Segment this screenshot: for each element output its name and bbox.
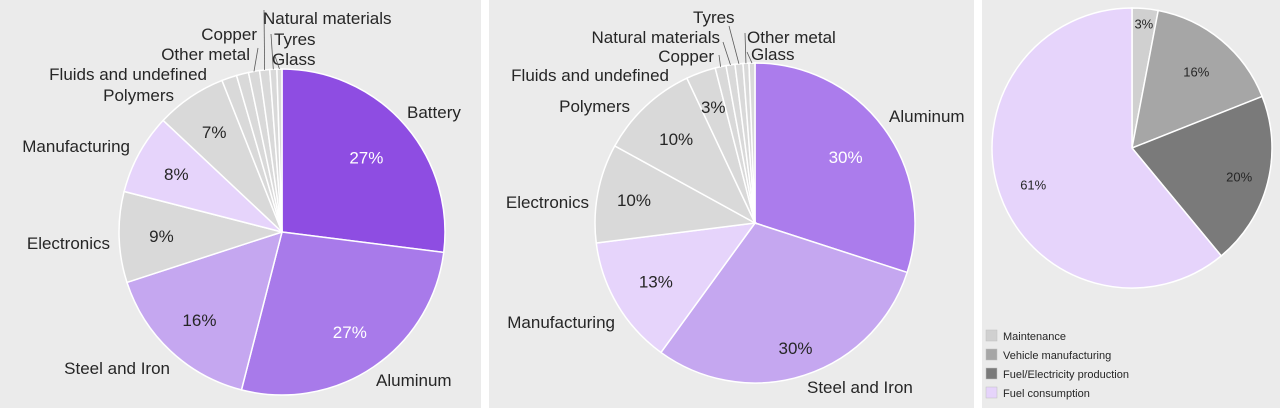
legend-swatch-fuel-electricity-production <box>985 367 998 380</box>
category-label-tyres: Tyres <box>693 8 735 27</box>
data-label-aluminum: 27% <box>333 323 367 342</box>
leader-line-natural-materials <box>263 9 266 70</box>
leader-line-copper <box>253 47 259 72</box>
data-label-vehicle-manufacturing: 16% <box>1183 64 1209 79</box>
category-label-copper: Copper <box>658 47 714 66</box>
leader-line-tyres <box>270 33 274 70</box>
data-label-fluids-and-undefined: 3% <box>701 98 726 117</box>
pie-slice-electronics <box>118 190 285 284</box>
leader-line-glass <box>746 51 753 64</box>
data-label-maintenance: 3% <box>1134 17 1153 32</box>
pie-slice-fuel-electricity-production <box>1130 95 1273 257</box>
category-label-other-metal: Other metal <box>161 45 250 64</box>
category-label-natural-materials: Natural materials <box>263 9 392 28</box>
pie-chart-2: 30% Aluminum 30% Steel and Iron 13% Manufactu… <box>506 8 965 397</box>
legend-entry-vehicle-manufacturing: Vehicle manufacturing <box>1003 350 1111 362</box>
category-label-tyres: Tyres <box>274 30 316 49</box>
category-label-electronics: Electronics <box>27 234 110 253</box>
category-label-polymers: Polymers <box>103 86 174 105</box>
data-label-polymers: 7% <box>202 123 227 142</box>
pie-panel-1: 27% Battery 27% Aluminum 16% Steel and Iron 9%… <box>0 0 481 408</box>
category-label-manufacturing: Manufacturing <box>22 137 130 156</box>
pie-slice-manufacturing <box>595 222 757 354</box>
slices <box>118 68 446 396</box>
data-label-steel-and-iron: 30% <box>779 339 813 358</box>
category-label-fluids-and-undefined: Fluids and undefined <box>511 66 669 85</box>
legend-swatch-maintenance <box>985 329 998 342</box>
leader-line-tyres <box>728 25 740 64</box>
pie-chart-1: 27% Battery 27% Aluminum 16% Steel and Iron 9%… <box>22 9 461 396</box>
labels: 30% Aluminum 30% Steel and Iron 13% Manufactu… <box>506 8 965 397</box>
category-label-aluminum: Aluminum <box>376 371 452 390</box>
pie-slice-vehicle-manufacturing <box>1131 9 1264 150</box>
slices <box>594 62 916 384</box>
legend-swatch-vehicle-manufacturing <box>985 348 998 361</box>
legend: Maintenance Vehicle manufacturing Fuel/Ele… <box>985 329 1129 400</box>
category-label-copper: Copper <box>201 25 257 44</box>
category-label-other-metal: Other metal <box>747 28 836 47</box>
legend-entry-fuel-electricity-production: Fuel/Electricity production <box>1003 369 1129 381</box>
data-label-steel-and-iron: 16% <box>182 311 216 330</box>
pie-panel-2: 30% Aluminum 30% Steel and Iron 13% Manufactu… <box>489 0 974 408</box>
legend-swatch-fuel-consumption <box>985 386 998 399</box>
data-label-polymers: 10% <box>659 130 693 149</box>
pie-chart-3: 3% 16% 20% 61% Maintenance Vehicle manufactur… <box>985 7 1273 400</box>
data-label-manufacturing: 8% <box>164 165 189 184</box>
slices <box>991 7 1273 289</box>
leader-line-other-metal <box>744 32 747 64</box>
data-label-aluminum: 30% <box>829 148 863 167</box>
category-label-polymers: Polymers <box>559 97 630 116</box>
leader-line-glass <box>274 55 280 70</box>
category-label-manufacturing: Manufacturing <box>507 313 615 332</box>
data-label-fuel-electricity-production: 20% <box>1226 170 1252 185</box>
labels: 3% 16% 20% 61% <box>1020 17 1252 193</box>
category-label-glass: Glass <box>751 45 794 64</box>
pie-slice-electronics <box>594 144 758 244</box>
category-label-steel-and-iron: Steel and Iron <box>807 378 913 397</box>
leader-line-copper <box>718 54 721 67</box>
pie-slice-steel-and-iron <box>659 222 909 384</box>
pie-slice-aluminum <box>754 62 916 274</box>
pie-slice-fuel-consumption <box>991 7 1223 289</box>
category-label-natural-materials: Natural materials <box>592 28 721 47</box>
pie-panel-3: 3% 16% 20% 61% Maintenance Vehicle manufactur… <box>982 0 1280 408</box>
data-label-electronics: 9% <box>149 227 174 246</box>
pie-slice-battery <box>281 68 446 254</box>
leader-line-natural-materials <box>722 41 731 66</box>
category-label-electronics: Electronics <box>506 193 589 212</box>
category-label-steel-and-iron: Steel and Iron <box>64 359 170 378</box>
category-label-battery: Battery <box>407 103 461 122</box>
pie-slice-glass <box>748 62 756 224</box>
data-label-manufacturing: 13% <box>639 273 673 292</box>
data-label-fuel-consumption: 61% <box>1020 178 1046 193</box>
legend-entry-maintenance: Maintenance <box>1003 331 1066 343</box>
data-label-battery: 27% <box>349 149 383 168</box>
pie-slice-steel-and-iron <box>126 230 284 391</box>
labels: 27% Battery 27% Aluminum 16% Steel and Iron 9%… <box>22 9 461 390</box>
pie-slice-polymers <box>613 77 757 225</box>
category-label-glass: Glass <box>272 50 315 69</box>
legend-entry-fuel-consumption: Fuel consumption <box>1003 388 1090 400</box>
category-label-aluminum: Aluminum <box>889 107 965 126</box>
category-label-fluids-and-undefined: Fluids and undefined <box>49 65 207 84</box>
data-label-electronics: 10% <box>617 191 651 210</box>
pie-slice-aluminum <box>240 231 445 396</box>
